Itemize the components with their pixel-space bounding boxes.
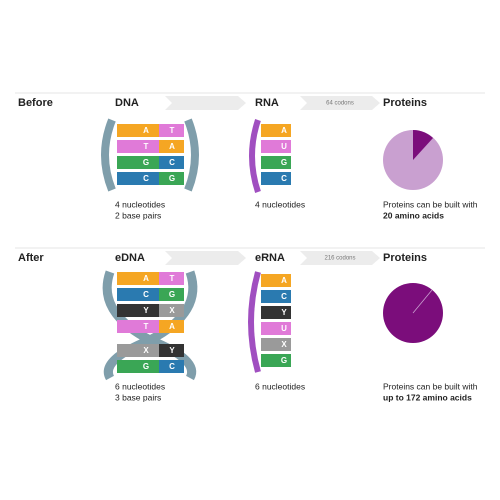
base-left: [117, 344, 159, 357]
base-letter: T: [144, 142, 149, 151]
rna-title: eRNA: [255, 252, 285, 264]
base-left: [117, 360, 159, 373]
backbone: [101, 118, 116, 192]
rna-base: [261, 354, 291, 367]
proteins-highlight: 20 amino acids: [383, 210, 444, 220]
base-letter: G: [143, 158, 149, 167]
base-letter: A: [169, 142, 175, 151]
rna-title: RNA: [255, 97, 279, 109]
arrow: [165, 96, 246, 110]
base-letter: C: [281, 292, 287, 301]
base-right: [159, 344, 184, 357]
pie-slice: [413, 130, 433, 160]
codon-count: 216 codons: [324, 256, 355, 262]
base-right: [159, 360, 184, 373]
base-letter: T: [170, 274, 175, 283]
proteins-title: Proteins: [383, 252, 427, 264]
base-right: [159, 156, 184, 169]
base-letter: X: [169, 306, 175, 315]
backbone: [184, 118, 199, 192]
base-left: [117, 304, 159, 317]
codon-count: 64 codons: [326, 101, 354, 107]
base-letter: Y: [143, 306, 149, 315]
base-letter: Y: [169, 346, 175, 355]
base-right: [159, 140, 184, 153]
rna-base: [261, 338, 291, 351]
proteins-highlight: up to 172 amino acids: [383, 392, 472, 402]
backbone: [139, 270, 198, 381]
dna-caption: 6 nucleotides: [115, 381, 165, 391]
base-letter: G: [143, 362, 149, 371]
base-letter: U: [281, 324, 287, 333]
base-left: [117, 288, 159, 301]
base-letter: A: [143, 126, 149, 135]
base-letter: X: [281, 340, 287, 349]
base-letter: A: [281, 126, 287, 135]
base-right: [159, 320, 184, 333]
base-left: [117, 320, 159, 333]
base-letter: C: [169, 362, 175, 371]
dna-caption: 3 base pairs: [115, 392, 161, 402]
base-letter: A: [281, 276, 287, 285]
arrow: [165, 251, 246, 265]
base-letter: C: [169, 158, 175, 167]
proteins-title: Proteins: [383, 97, 427, 109]
row-label: After: [18, 252, 44, 264]
proteins-caption: Proteins can be built with: [383, 381, 478, 391]
rna-base: [261, 306, 291, 319]
base-letter: U: [281, 142, 287, 151]
dna-title: eDNA: [115, 252, 145, 264]
base-letter: T: [170, 126, 175, 135]
base-right: [159, 304, 184, 317]
base-right: [159, 172, 184, 185]
rna-base: [261, 172, 291, 185]
base-left: [117, 272, 159, 285]
rna-backbone: [249, 119, 261, 193]
base-letter: C: [281, 174, 287, 183]
arrow: [300, 96, 380, 110]
base-letter: G: [169, 290, 175, 299]
base-right: [159, 124, 184, 137]
rna-base: [261, 124, 291, 137]
rna-base: [261, 322, 291, 335]
base-letter: A: [169, 322, 175, 331]
base-letter: C: [143, 174, 149, 183]
proteins-caption: Proteins can be built with: [383, 199, 478, 209]
rna-base: [261, 156, 291, 169]
pie-slice: [412, 289, 433, 314]
rna-base: [261, 140, 291, 153]
base-letter: C: [143, 290, 149, 299]
arrow: [300, 251, 380, 265]
base-letter: Y: [281, 308, 287, 317]
base-right: [159, 272, 184, 285]
rna-caption: 4 nucleotides: [255, 199, 305, 209]
rna-backbone: [248, 271, 261, 373]
base-left: [117, 172, 159, 185]
base-letter: A: [143, 274, 149, 283]
dna-caption: 2 base pairs: [115, 210, 161, 220]
dna-title: DNA: [115, 97, 139, 109]
dna-caption: 4 nucleotides: [115, 199, 165, 209]
base-left: [117, 156, 159, 169]
base-letter: G: [281, 356, 287, 365]
rna-base: [261, 274, 291, 287]
base-left: [117, 140, 159, 153]
base-right: [159, 288, 184, 301]
row-label: Before: [18, 97, 53, 109]
base-letter: T: [144, 322, 149, 331]
base-left: [117, 124, 159, 137]
rna-base: [261, 290, 291, 303]
rna-caption: 6 nucleotides: [255, 381, 305, 391]
base-letter: G: [281, 158, 287, 167]
base-letter: X: [143, 346, 149, 355]
base-letter: G: [169, 174, 175, 183]
